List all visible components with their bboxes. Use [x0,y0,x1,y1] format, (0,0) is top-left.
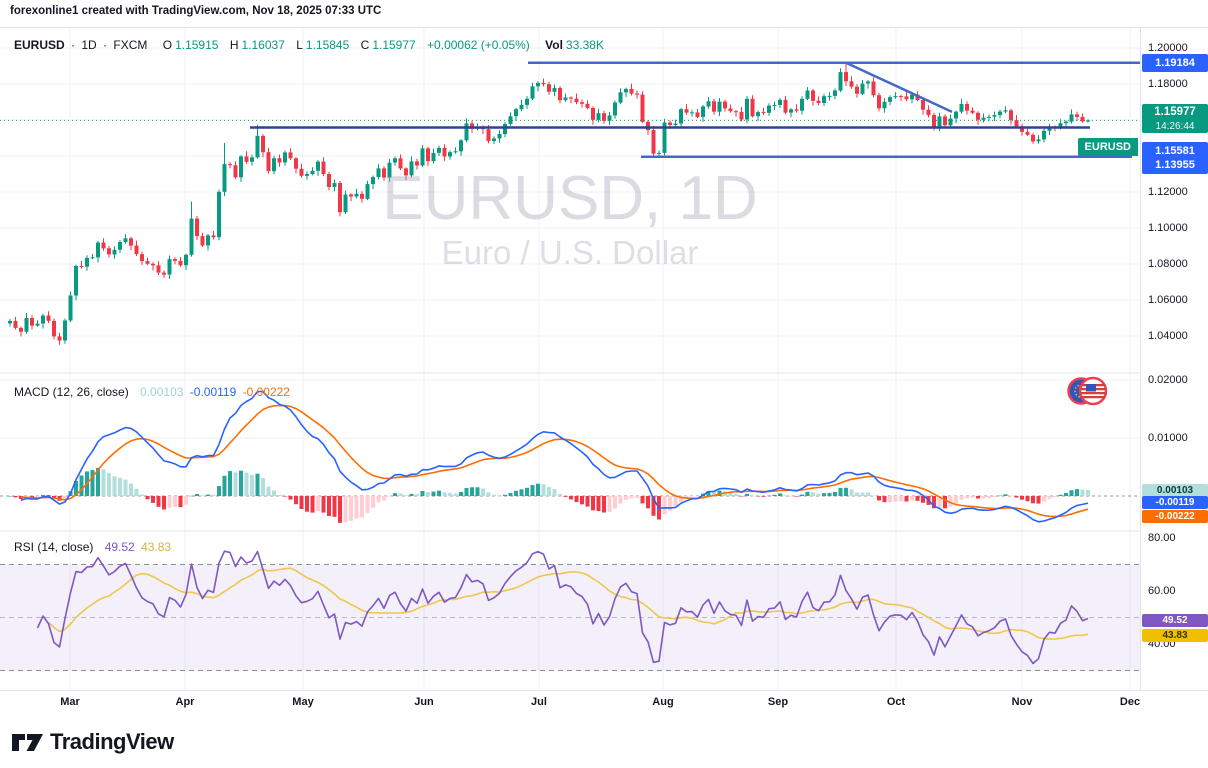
rsi-pane-legend[interactable]: RSI (14, close) 49.52 43.83 [14,540,174,554]
macd-value-badge: -0.00119 [1142,496,1208,510]
price-line-badge: 1.13955 [1142,155,1208,174]
tradingview-logo-icon [12,734,43,751]
time-axis-month-label: Oct [886,696,906,708]
time-axis-month-label: Mar [60,696,80,708]
time-axis-month-label: May [292,696,314,708]
chart-area: EURUSD, 1D Euro / U.S. Dollar EURUSD · 1… [0,27,1208,691]
macd-line-value: -0.00119 [189,385,237,399]
legend-exchange: FXCM [113,38,148,52]
time-axis[interactable]: Mar Apr May Jun Jul Aug Sep Oct Nov Dec [0,690,1208,714]
high-value: 1.16037 [241,38,285,52]
price-axis[interactable]: 1.20000 1.18000 1.12000 1.10000 1.08000 1.060… [1140,28,1208,691]
close-value: 1.15977 [372,38,416,52]
macd-value-badge: 0.00103 [1142,483,1208,497]
rsi-value-badge: 43.83 [1142,629,1208,643]
time-axis-month-label: Sep [767,696,789,708]
price-axis-tick: 80.00 [1148,532,1176,544]
legend-symbol[interactable]: EURUSD [14,38,65,52]
price-axis-tick: 1.08000 [1148,258,1188,270]
volume-value: 33.38K [565,38,604,52]
macd-hist-value: 0.00103 [140,385,184,399]
volume-label: Vol [545,38,563,52]
rsi-ma-value: 43.83 [141,540,172,554]
macd-value-badge: -0.00222 [1142,510,1208,524]
price-axis-tick: 1.18000 [1148,78,1188,90]
price-axis-tick: 0.02000 [1148,374,1188,386]
price-axis-tick: 0.01000 [1148,432,1188,444]
footer: TradingView [0,713,1208,768]
current-price-symbol-tag: EURUSD [1077,138,1138,157]
legend-separator: · [103,38,108,52]
high-label: H [229,38,239,52]
time-axis-month-label: Apr [175,696,195,708]
macd-title[interactable]: MACD (12, 26, close) [14,385,129,399]
open-label: O [162,38,173,52]
currency-pair-flags-icon [1067,376,1108,406]
chart-canvas[interactable] [0,28,1140,691]
tradingview-logo[interactable]: TradingView [10,727,174,757]
time-axis-month-label: Aug [652,696,674,708]
time-axis-month-label: Nov [1011,696,1033,708]
legend-separator: · [71,38,76,52]
time-axis-month-label: Jun [414,696,434,708]
main-pane-legend[interactable]: EURUSD · 1D · FXCM O 1.15915 H 1.16037 L 1.… [14,38,607,52]
open-value: 1.15915 [175,38,219,52]
tradingview-logo-text: TradingView [50,729,174,754]
low-value: 1.15845 [305,38,350,52]
low-label: L [296,38,303,52]
current-price-badge: 1.15977 14:26:44 [1142,104,1208,134]
rsi-value-badge: 49.52 [1142,614,1208,628]
close-label: C [360,38,370,52]
price-axis-tick: 1.12000 [1148,186,1188,198]
price-axis-tick: 1.04000 [1148,330,1188,342]
price-axis-tick: 1.20000 [1148,42,1188,54]
price-line-badge: 1.15581 [1142,141,1208,160]
time-axis-month-label: Dec [1119,696,1141,708]
current-price-value: 1.15977 [1154,106,1196,119]
rsi-value: 49.52 [104,540,135,554]
macd-signal-value: -0.00222 [242,385,290,399]
macd-pane-legend[interactable]: MACD (12, 26, close) 0.00103 -0.00119 -0… [14,385,293,399]
rsi-title[interactable]: RSI (14, close) [14,540,94,554]
bar-countdown: 14:26:44 [1155,121,1195,133]
price-axis-tick: 60.00 [1148,585,1176,597]
time-axis-month-label: Jul [531,696,547,708]
price-axis-tick: 1.10000 [1148,222,1188,234]
chart-attribution-title: forexonline1 created with TradingView.co… [10,5,382,17]
change-value: +0.00062 (+0.05%) [427,38,530,52]
price-axis-tick: 1.06000 [1148,294,1188,306]
legend-interval[interactable]: 1D [81,38,97,52]
price-line-badge: 1.19184 [1142,53,1208,72]
